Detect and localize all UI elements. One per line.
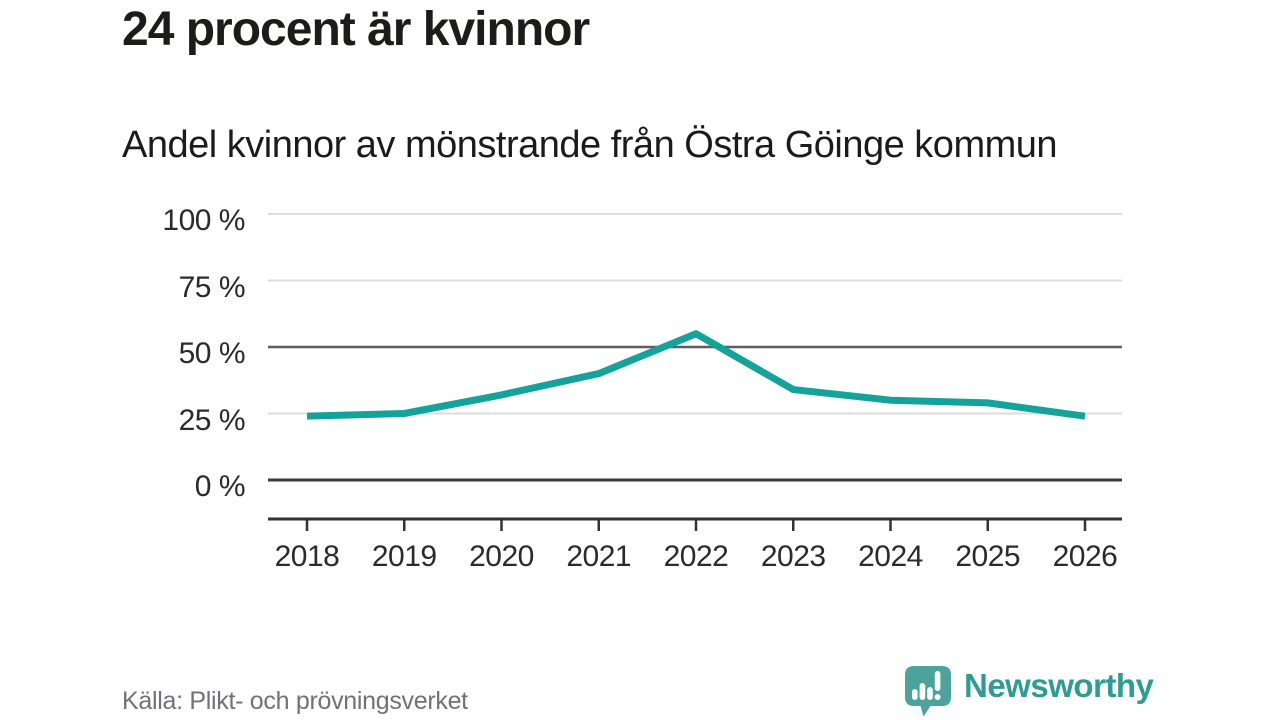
logo-bar-1 (912, 688, 918, 700)
chart-title: 24 procent är kvinnor (122, 3, 590, 56)
chart-subtitle: Andel kvinnor av mönstrande från Östra G… (122, 124, 1058, 166)
brand-logo: Newsworthy (903, 664, 1154, 718)
logo-bar-3 (927, 686, 933, 700)
newsworthy-logo-icon (905, 665, 951, 716)
source-note: Källa: Plikt- och prövningsverket (122, 687, 468, 715)
logo-bar-2 (919, 682, 926, 700)
logo-exclamation-dot (934, 693, 941, 700)
data-line (306, 330, 1086, 420)
brand-name: Newsworthy (964, 667, 1154, 704)
logo-exclamation-bar (934, 670, 941, 691)
